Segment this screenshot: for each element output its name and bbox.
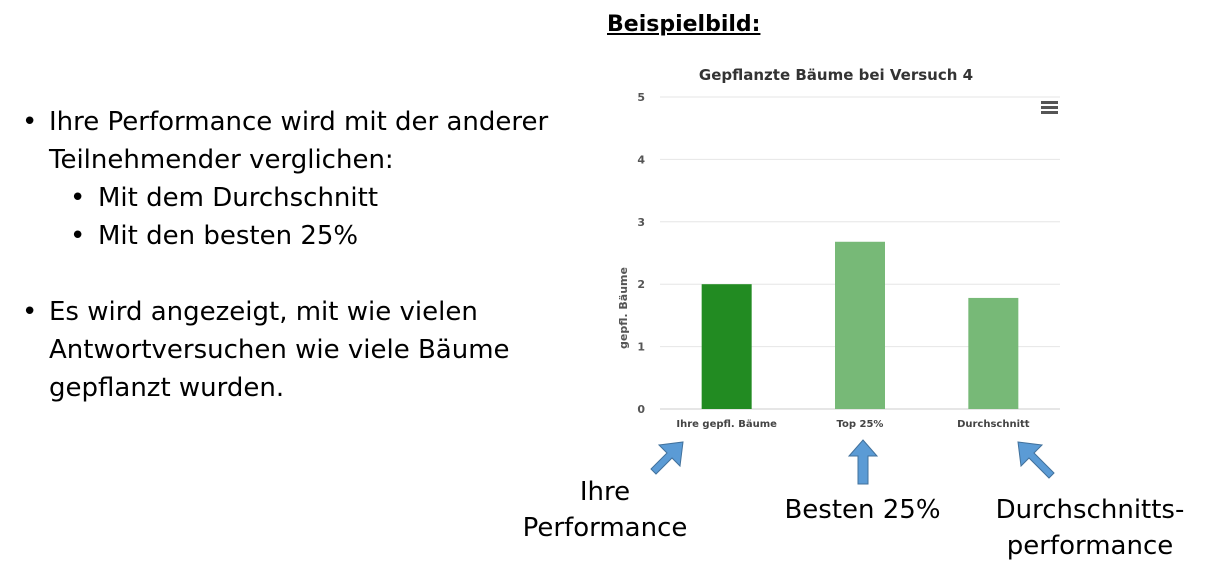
annotation-besten: Besten 25%	[784, 495, 941, 525]
arrow-up-left-icon	[1017, 441, 1055, 479]
y-tick-label: 4	[637, 153, 645, 166]
chart-title: Gepflanzte Bäume bei Versuch 4	[699, 66, 973, 84]
annotation-line: Durchschnitts-	[995, 495, 1185, 525]
y-tick-label: 1	[637, 341, 645, 354]
y-axis-ticks: 0 1 2 3 4 5	[637, 91, 645, 416]
annotation-line: Ihre	[579, 477, 631, 507]
y-tick-label: 2	[637, 278, 645, 291]
y-tick-label: 5	[637, 91, 645, 104]
bullet-list: • Ihre Performance wird mit der anderer …	[22, 103, 582, 407]
x-category-label: Top 25%	[837, 419, 884, 430]
bullet-item-continuation: Antwortversuchen wie viele Bäume	[22, 331, 582, 369]
bullet-text: Ihre Performance wird mit der anderer	[49, 107, 549, 137]
bar	[701, 284, 752, 409]
bullet-item-continuation: Teilnehmender verglichen:	[22, 141, 582, 179]
annotation-line: Performance	[522, 513, 688, 543]
bullet-text: Teilnehmender verglichen:	[49, 145, 394, 175]
sub-bullet-text: Mit den besten 25%	[98, 221, 359, 251]
sub-bullet-item: • Mit dem Durchschnitt	[22, 179, 582, 217]
sub-bullet-text: Mit dem Durchschnitt	[98, 183, 379, 213]
arrow-up-icon	[847, 439, 879, 485]
bullet-dot: •	[70, 221, 86, 251]
bullet-dot: •	[22, 107, 38, 137]
bullet-item: • Ihre Performance wird mit der anderer	[22, 103, 582, 141]
x-category-label: Ihre gepfl. Bäume	[676, 419, 777, 430]
bar-chart: Gepflanzte Bäume bei Versuch 4 0 1 2 3 4 5 Ih…	[617, 66, 1060, 430]
bullet-text: Antwortversuchen wie viele Bäume	[49, 335, 510, 365]
x-category-label: Durchschnitt	[957, 419, 1030, 430]
y-tick-label: 3	[637, 216, 645, 229]
bar	[835, 241, 885, 409]
annotation-line: performance	[1006, 531, 1174, 561]
hamburger-menu-icon[interactable]	[1041, 101, 1058, 115]
bullet-item-continuation: gepflanzt wurden.	[22, 369, 582, 407]
annotation-durchschnitt: Durchschnitts- performance	[990, 492, 1190, 564]
example-heading: Beispielbild:	[607, 12, 761, 37]
y-axis-label: gepfl. Bäume	[617, 267, 630, 349]
sub-bullet-item: • Mit den besten 25%	[22, 217, 582, 255]
annotation-ihre-performance: Ihre Performance	[520, 474, 690, 546]
arrow-up-right-icon	[650, 441, 684, 475]
bullet-text: Es wird angezeigt, mit wie vielen	[49, 297, 478, 327]
bullet-dot: •	[70, 183, 86, 213]
bar	[968, 297, 1019, 409]
chart-bars	[701, 241, 1019, 409]
x-axis-categories: Ihre gepfl. Bäume Top 25% Durchschnitt	[676, 419, 1029, 430]
y-tick-label: 0	[637, 403, 645, 416]
bullet-item: • Es wird angezeigt, mit wie vielen	[22, 293, 582, 331]
bullet-text: gepflanzt wurden.	[49, 373, 285, 403]
bullet-dot: •	[22, 297, 38, 327]
